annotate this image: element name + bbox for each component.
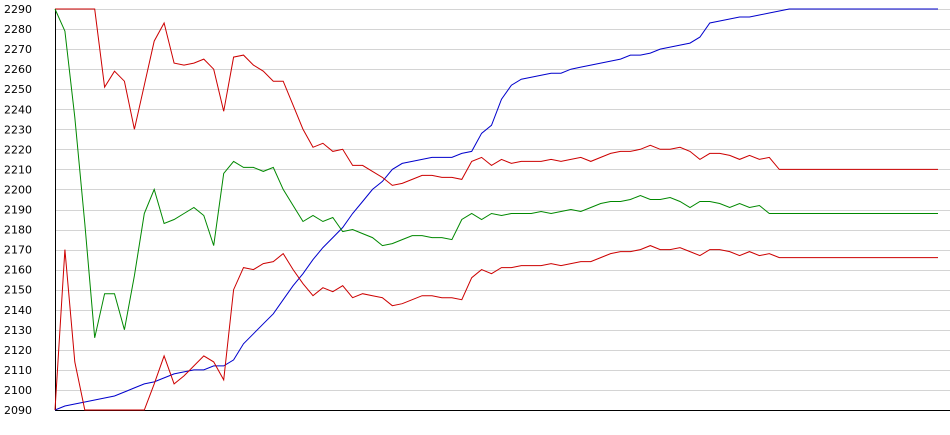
series-line-4 xyxy=(54,245,938,411)
y-tick-label: 2150 xyxy=(4,284,32,297)
y-tick-label: 2190 xyxy=(4,204,32,217)
y-tick-label: 2160 xyxy=(4,264,32,277)
y-tick-label: 2130 xyxy=(4,324,32,337)
y-tick-label: 2200 xyxy=(4,183,32,196)
y-tick-label: 2210 xyxy=(4,163,32,176)
series-line-3 xyxy=(54,8,938,338)
y-tick-label: 2100 xyxy=(4,384,32,397)
y-tick-label: 2170 xyxy=(4,244,32,257)
y-tick-label: 2120 xyxy=(4,344,32,357)
y-tick-label: 2290 xyxy=(4,3,32,16)
y-tick-label: 2180 xyxy=(4,224,32,237)
y-tick-label: 2140 xyxy=(4,304,32,317)
y-tick-label: 2250 xyxy=(4,83,32,96)
y-axis-tick-labels: 2090 2100 2110 2120 2130 2140 2150 2160 2170 2180… xyxy=(4,3,32,417)
y-tick-label: 2270 xyxy=(4,43,32,56)
series-lines xyxy=(54,8,938,411)
y-tick-label: 2110 xyxy=(4,364,32,377)
y-tick-label: 2280 xyxy=(4,23,32,36)
y-tick-label: 2090 xyxy=(4,404,32,417)
y-tick-label: 2230 xyxy=(4,123,32,136)
y-tick-label: 2260 xyxy=(4,63,32,76)
axes xyxy=(55,9,950,411)
series-line-1 xyxy=(54,8,938,411)
y-tick-label: 2240 xyxy=(4,103,32,116)
series-line-2 xyxy=(55,8,938,186)
y-tick-label: 2220 xyxy=(4,143,32,156)
